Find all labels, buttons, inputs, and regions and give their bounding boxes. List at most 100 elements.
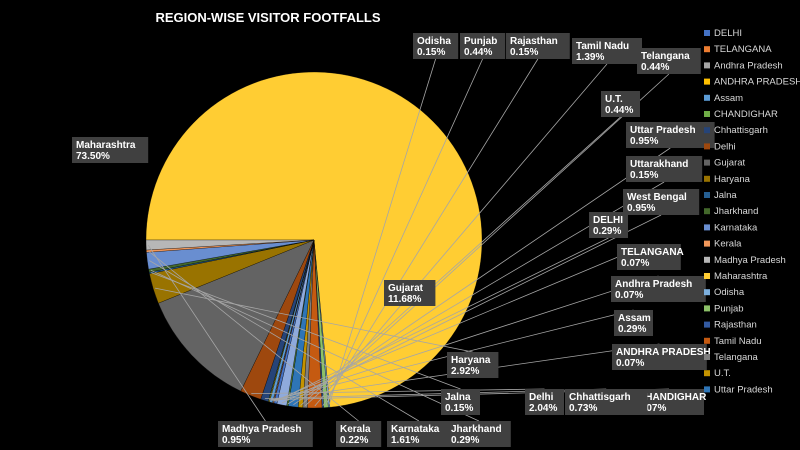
legend-swatch (704, 94, 710, 101)
data-label-text: 0.22% (340, 435, 368, 446)
legend-swatch (704, 240, 710, 247)
data-label-text: Assam (618, 313, 651, 324)
legend-swatch (704, 175, 710, 182)
data-label-text: 0.29% (593, 226, 621, 237)
chart-title: REGION-WISE VISITOR FOOTFALLS (155, 10, 380, 25)
data-label-text: 0.07% (621, 258, 649, 269)
data-label-text: CHANDIGHAR (638, 392, 707, 403)
legend-label: U.T. (714, 368, 731, 379)
data-label-box (601, 91, 640, 117)
legend-swatch (704, 143, 710, 150)
data-label-text: TELANGANA (621, 247, 684, 258)
leader-line-delhi (275, 237, 609, 402)
pie-slice-madhya-pradesh (145, 239, 315, 251)
data-label-text: 0.95% (630, 136, 658, 147)
data-label-text: 1.39% (576, 52, 604, 63)
data-label-box (218, 421, 313, 447)
legend-swatch (704, 127, 710, 134)
data-label-text: 73.50% (76, 151, 110, 162)
legend-swatch (704, 305, 710, 312)
legend-label: Kerala (714, 239, 742, 250)
legend-label: DELHI (714, 28, 742, 39)
data-label-box (626, 122, 715, 148)
data-label-box (384, 280, 436, 306)
data-label-text: ANDHRA PRADESH (616, 347, 711, 358)
legend-label: Tamil Nadu (714, 336, 762, 347)
legend-swatch (704, 386, 710, 393)
leader-line-kerala (148, 250, 359, 422)
legend-label: Rajasthan (714, 320, 757, 331)
data-label-box (612, 344, 707, 370)
pie-slice-maharashtra (145, 71, 483, 408)
legend-item-gujarat: Gujarat (704, 158, 746, 169)
legend-swatch (704, 46, 710, 53)
data-label-box (572, 38, 642, 64)
data-label-text: 0.15% (510, 47, 538, 58)
data-label-box (413, 33, 459, 59)
legend-item-kerala: Kerala (704, 239, 742, 250)
leader-line-andhra-pradesh (273, 275, 659, 402)
legend-item-u-t: U.T. (704, 368, 731, 379)
data-label-text: 0.07% (638, 403, 666, 414)
data-label-text: Karnataka (391, 424, 440, 435)
legend-item-odisha: Odisha (704, 287, 745, 298)
data-label-box (589, 212, 628, 238)
data-label-box (441, 389, 480, 415)
legend-swatch (704, 208, 710, 215)
data-label-text: 0.15% (445, 403, 473, 414)
legend-label: Telangana (714, 352, 759, 363)
leader-line-karnataka (149, 260, 420, 422)
data-label-text: West Bengal (627, 192, 687, 203)
data-label-text: 0.73% (569, 403, 597, 414)
leader-line-jharkhand (150, 269, 480, 422)
data-label-text: 0.07% (615, 290, 643, 301)
data-label-text: Madhya Pradesh (222, 424, 301, 435)
data-label-text: Tamil Nadu (576, 41, 629, 52)
legend-label: Gujarat (714, 158, 746, 169)
legend-label: Jharkhand (714, 206, 758, 217)
legend-item-andhra-pradesh: Andhra Pradesh (704, 60, 783, 71)
data-label-text: 0.29% (618, 324, 646, 335)
data-label-box (72, 137, 149, 163)
pie-slice-gujarat (158, 239, 315, 392)
leader-line-madhya-pradesh (147, 244, 266, 422)
data-label-text: Telangana (641, 51, 690, 62)
data-label-text: 0.15% (417, 47, 445, 58)
data-label-text: 0.15% (630, 170, 658, 181)
legend-label: TELANGANA (714, 44, 772, 55)
data-label-text: U.T. (605, 94, 623, 105)
data-label-text: Rajasthan (510, 36, 558, 47)
data-label-text: 0.29% (451, 435, 479, 446)
legend-label: Karnataka (714, 222, 758, 233)
data-label-box (617, 244, 681, 270)
legend-item-punjab: Punjab (704, 303, 744, 314)
legend-item-chandighar: CHANDIGHAR (704, 109, 778, 120)
legend-label: Jalna (714, 190, 737, 201)
data-label-u-t: U.T.0.44% (601, 91, 640, 117)
leader-line-u-t (300, 116, 621, 406)
data-label-text: 2.92% (451, 366, 479, 377)
legend-swatch (704, 321, 710, 328)
data-label-text: 1.61% (391, 435, 419, 446)
legend-label: Andhra Pradesh (714, 60, 783, 71)
data-label-box (565, 389, 648, 415)
data-label-box (460, 33, 506, 59)
legend-swatch (704, 289, 710, 296)
legend-item-haryana: Haryana (704, 174, 751, 185)
legend-item-delhi: DELHI (704, 28, 742, 39)
